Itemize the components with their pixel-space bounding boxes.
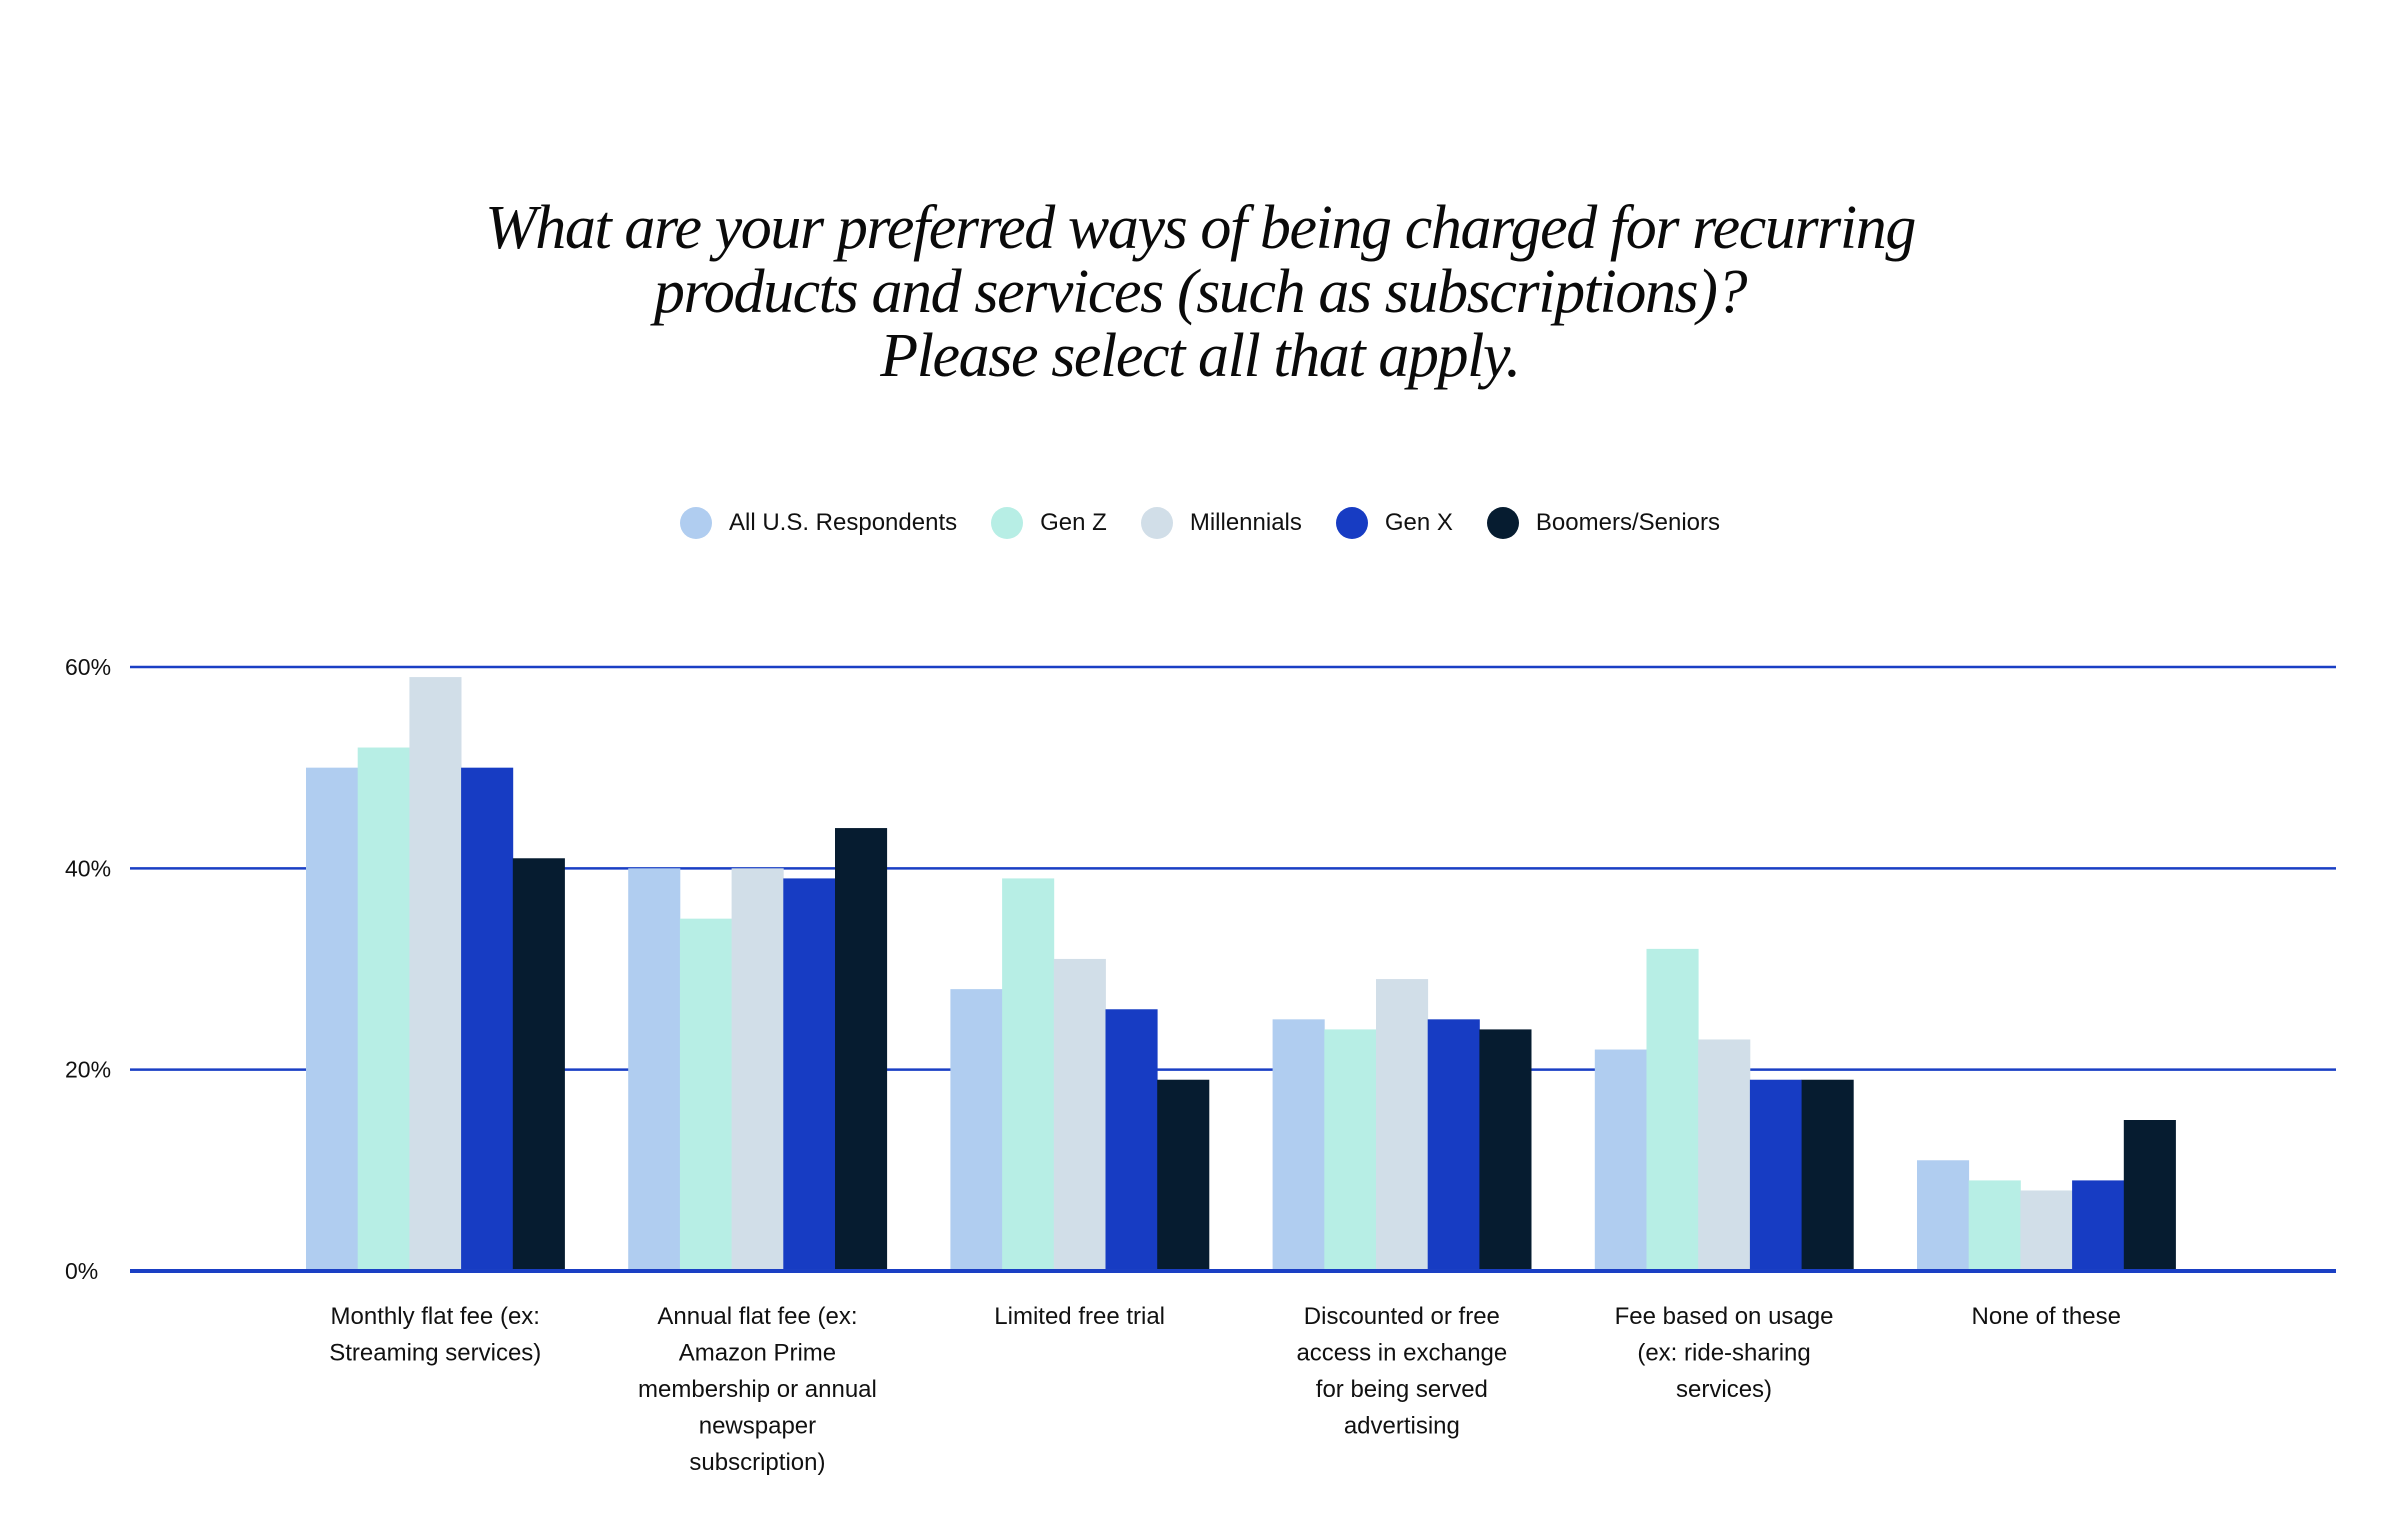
x-tick-label-line: services) (1676, 1376, 1772, 1403)
bar-group: All U.S. Respondents: 22%Gen Z: 32%Mille… (1594, 948, 1854, 1271)
x-tick-label-line: (ex: ride-sharing (1637, 1340, 1810, 1367)
x-tick-label: Monthly flat fee (ex: Streaming services) (329, 1303, 541, 1367)
x-tick-label-line: Annual flat fee (ex: (657, 1303, 857, 1330)
legend-swatch-circle-icon (1140, 507, 1173, 539)
bar: Boomers/Seniors: 24% (1479, 1029, 1532, 1271)
bar: Gen Z: 24% (1324, 1029, 1377, 1271)
bar: Gen X: 26% (1105, 1009, 1158, 1271)
x-tick-label-line: newspaper (699, 1413, 816, 1440)
legend-item-boomers-seniors[interactable]: Boomers/Seniors (1486, 507, 1720, 539)
legend-swatch-circle-icon (680, 507, 712, 539)
y-tick-label: 0% (65, 1258, 98, 1284)
bar: Millennials: 8% (2020, 1190, 2073, 1271)
bar: Millennials: 29% (1376, 979, 1429, 1271)
x-tick-label-line: Streaming services) (329, 1340, 541, 1367)
bar-group: All U.S. Respondents: 50%Gen Z: 52%Mille… (306, 677, 565, 1271)
chart-title-line-3: Please select all that apply. (880, 322, 1521, 390)
x-tick-label: Limited free trial (994, 1303, 1165, 1330)
x-tick-label-line: access in exchange (1296, 1340, 1507, 1367)
bar: Gen X: 39% (783, 878, 836, 1271)
x-tick-label: Annual flat fee (ex: Amazon Prime membersh… (638, 1303, 877, 1476)
x-tick-label-line: Monthly flat fee (ex: (331, 1303, 540, 1330)
x-axis-labels: Monthly flat fee (ex: Streaming services)… (329, 1303, 2121, 1476)
bar: Gen X: 50% (461, 767, 514, 1271)
legend-item-all-us-respondents[interactable]: All U.S. Respondents (680, 507, 957, 539)
bar-group: All U.S. Respondents: 25%Gen Z: 24%Mille… (1272, 979, 1532, 1271)
bar: Gen Z: 52% (357, 747, 410, 1271)
x-tick-label-line: Limited free trial (994, 1303, 1165, 1330)
bar: All U.S. Respondents: 11% (1917, 1160, 1970, 1271)
legend-label: Gen X (1384, 509, 1453, 536)
x-tick-label-line: advertising (1344, 1413, 1460, 1440)
legend-item-gen-x[interactable]: Gen X (1335, 507, 1453, 539)
bar: Gen X: 19% (1749, 1079, 1802, 1271)
bar: All U.S. Respondents: 25% (1272, 1019, 1325, 1271)
x-tick-label-line: Discounted or free (1304, 1303, 1500, 1330)
bar: All U.S. Respondents: 40% (628, 868, 681, 1271)
x-tick-label: Fee based on usage (ex: ride-sharing servi… (1615, 1303, 1834, 1403)
x-tick-label-line: Fee based on usage (1615, 1303, 1834, 1330)
legend-item-millennials[interactable]: Millennials (1140, 507, 1302, 539)
x-tick-label-line: for being served (1316, 1376, 1488, 1403)
legend-label: Millennials (1189, 509, 1302, 536)
legend-label: All U.S. Respondents (729, 509, 958, 536)
x-tick-label-line: subscription) (689, 1449, 825, 1476)
legend-item-gen-z[interactable]: Gen Z (991, 507, 1107, 539)
chart-legend: All U.S. Respondents Gen Z Millennials G… (0, 505, 2400, 541)
bars: All U.S. Respondents: 50%Gen Z: 52%Mille… (306, 677, 2176, 1271)
bar: Gen Z: 35% (679, 918, 732, 1271)
legend-swatch-circle-icon (1486, 507, 1519, 539)
bar: Gen Z: 39% (1002, 878, 1055, 1271)
x-tick-label: Discounted or free access in exchange for … (1296, 1303, 1507, 1440)
x-tick-label-line: membership or annual (638, 1376, 877, 1403)
bar: All U.S. Respondents: 50% (306, 767, 359, 1271)
bar: Gen X: 9% (2072, 1180, 2125, 1271)
bar: All U.S. Respondents: 22% (1594, 1049, 1647, 1271)
bar: Millennials: 40% (731, 868, 784, 1271)
bar: Boomers/Seniors: 15% (2123, 1120, 2176, 1271)
bar: All U.S. Respondents: 28% (950, 989, 1003, 1271)
x-tick-label-line: None of these (1972, 1303, 2121, 1330)
x-tick-label-line: Amazon Prime (679, 1340, 836, 1367)
bar: Gen X: 25% (1427, 1019, 1480, 1271)
legend-label: Gen Z (1040, 509, 1107, 536)
bar: Boomers/Seniors: 44% (835, 828, 888, 1271)
chart-title: What are your preferred ways of being ch… (0, 196, 2400, 388)
bar: Millennials: 23% (1698, 1039, 1751, 1271)
bar-group: All U.S. Respondents: 11%Gen Z: 9%Millen… (1917, 1120, 2176, 1271)
y-axis-ticks: 0% 20% 40% 60% (65, 654, 111, 1284)
bar: Millennials: 31% (1053, 958, 1106, 1271)
y-tick-label: 20% (65, 1057, 111, 1083)
chart-title-line-1: What are your preferred ways of being ch… (485, 194, 1916, 262)
legend-label: Boomers/Seniors (1535, 509, 1720, 536)
y-tick-label: 60% (65, 654, 111, 680)
legend-swatch-circle-icon (991, 507, 1024, 539)
bar-group: All U.S. Respondents: 40%Gen Z: 35%Mille… (628, 828, 888, 1271)
bar: Boomers/Seniors: 19% (1157, 1079, 1210, 1271)
chart-title-line-2: products and services (such as subscript… (653, 258, 1748, 326)
bar: Gen Z: 32% (1646, 948, 1699, 1271)
bar: Boomers/Seniors: 41% (512, 858, 565, 1271)
bar: Millennials: 59% (409, 677, 462, 1271)
bar: Boomers/Seniors: 19% (1801, 1079, 1854, 1271)
x-tick-label: None of these (1972, 1303, 2121, 1330)
y-tick-label: 40% (65, 855, 111, 881)
bar: Gen Z: 9% (1968, 1180, 2021, 1271)
legend-swatch-circle-icon (1335, 507, 1368, 539)
bar-group: All U.S. Respondents: 28%Gen Z: 39%Mille… (950, 878, 1210, 1271)
